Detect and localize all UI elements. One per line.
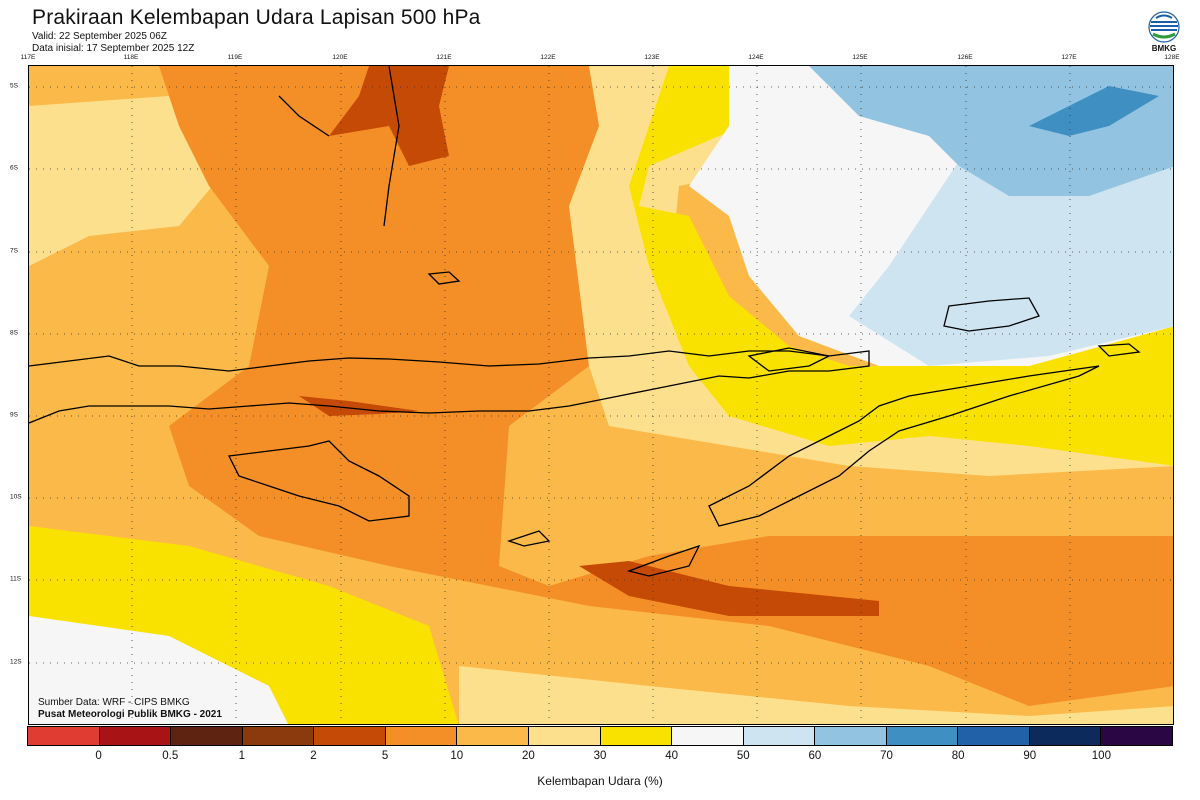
colorbar-tick-label: 80 bbox=[951, 750, 965, 762]
field-30-40 bbox=[29, 96, 229, 266]
lat-label: 8S bbox=[10, 329, 18, 337]
lon-label: 117E bbox=[20, 54, 36, 61]
humidity-map bbox=[28, 65, 1174, 725]
colorbar-swatch bbox=[242, 727, 315, 745]
map-title: Prakiraan Kelembapan Udara Lapisan 500 h… bbox=[32, 6, 481, 29]
lat-label: 10S bbox=[10, 493, 22, 501]
colorbar-tick-label: 1 bbox=[238, 750, 246, 762]
colorbar-tick-label: 2 bbox=[310, 750, 317, 762]
field-5-10 bbox=[329, 66, 449, 166]
coastlines bbox=[29, 66, 1141, 577]
colorbar-swatch bbox=[1029, 727, 1102, 745]
humidity-field bbox=[29, 66, 1173, 724]
colorbar-swatch bbox=[99, 727, 172, 745]
colorbar-swatch bbox=[1101, 727, 1172, 745]
colorbar-swatch bbox=[28, 727, 100, 745]
lon-label: 127E bbox=[1061, 54, 1077, 61]
lat-label: 5S bbox=[10, 82, 18, 90]
lon-label: 123E bbox=[644, 54, 660, 61]
colorbar-tick-label: 5 bbox=[381, 750, 389, 762]
data-source: Sumber Data: WRF - CIPS BMKG bbox=[38, 697, 190, 708]
colorbar-tick-label: 40 bbox=[665, 750, 679, 762]
field-80-90 bbox=[1029, 86, 1159, 136]
colorbar-swatch bbox=[385, 727, 458, 745]
field-40-50 bbox=[629, 66, 1173, 466]
bmkg-logo-icon: BMKG bbox=[1146, 10, 1182, 56]
colorbar-swatch bbox=[886, 727, 959, 745]
lon-label: 121E bbox=[436, 54, 452, 61]
field-50-60 bbox=[29, 616, 288, 724]
colorbar-tick-label: 10 bbox=[450, 750, 464, 762]
colorbar-swatch bbox=[528, 727, 601, 745]
colorbar-swatch bbox=[815, 727, 887, 745]
colorbar-swatch bbox=[958, 727, 1030, 745]
lon-label: 124E bbox=[748, 54, 764, 61]
colorbar-swatch bbox=[171, 727, 243, 745]
lat-label: 6S bbox=[10, 164, 18, 172]
lat-label: 9S bbox=[10, 411, 18, 419]
colorbar-tick-label: 20 bbox=[521, 750, 535, 762]
colorbar bbox=[27, 726, 1173, 746]
lon-label: 126E bbox=[957, 54, 973, 61]
lon-label: 128E bbox=[1164, 54, 1180, 61]
logo-text: BMKG bbox=[1151, 44, 1177, 53]
colorbar-tick-label: 100 bbox=[1091, 750, 1111, 762]
lon-label: 125E bbox=[852, 54, 868, 61]
colorbar-tick-label: 60 bbox=[808, 750, 822, 762]
lon-label: 122E bbox=[540, 54, 556, 61]
lon-label: 120E bbox=[332, 54, 348, 61]
lon-label: 119E bbox=[227, 54, 243, 61]
colorbar-swatch bbox=[672, 727, 744, 745]
lat-label: 11S bbox=[10, 575, 22, 583]
lon-label: 118E bbox=[123, 54, 139, 61]
colorbar-title: Kelembapan Udara (%) bbox=[537, 774, 663, 788]
colorbar-swatch bbox=[457, 727, 529, 745]
colorbar-tick-label: 0.5 bbox=[162, 750, 179, 762]
lat-label: 12S bbox=[10, 658, 22, 666]
initial-time: Data inisial: 17 September 2025 12Z bbox=[32, 43, 195, 54]
colorbar-tick-label: 70 bbox=[880, 750, 893, 762]
colorbar-tick-label: 50 bbox=[736, 750, 750, 762]
field-70-80 bbox=[809, 66, 1173, 196]
colorbar-swatch bbox=[600, 727, 673, 745]
colorbar-tick-label: 90 bbox=[1023, 750, 1037, 762]
field-10-20 bbox=[159, 66, 1173, 706]
field-30-40 bbox=[459, 666, 1173, 724]
producer: Pusat Meteorologi Publik BMKG - 2021 bbox=[38, 709, 222, 720]
colorbar-swatch bbox=[314, 727, 386, 745]
colorbar-swatch bbox=[743, 727, 816, 745]
valid-time: Valid: 22 September 2025 06Z bbox=[32, 31, 167, 42]
colorbar-tick-label: 30 bbox=[593, 750, 607, 762]
lat-label: 7S bbox=[10, 247, 18, 255]
colorbar-tick-label: 0 bbox=[95, 750, 102, 762]
